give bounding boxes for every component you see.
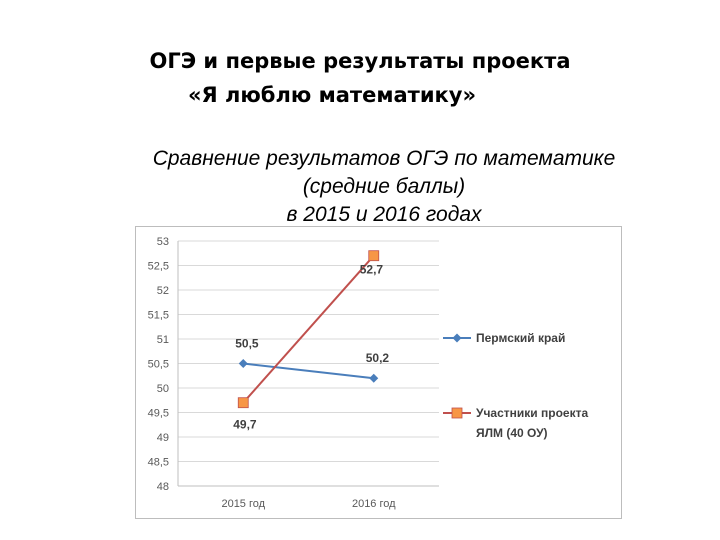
y-tick-label: 48,5 [148,457,169,469]
series-point-marker [369,373,379,383]
legend-marker [451,407,463,419]
y-tick-label: 50,5 [148,359,169,371]
slide-title-line-1: ОГЭ и первые результаты проекта [149,49,571,73]
line-chart: 53 52,5 52 51,5 51 50,5 50 49,5 49 48,5 48 2015 год… [148,236,589,510]
x-tick-label: 2015 год [221,498,265,510]
series-point-marker [238,359,248,368]
x-tick-label: 2016 год [352,498,396,510]
y-tick-label: 49 [157,432,169,444]
data-label: 50,5 [235,337,259,351]
chart-subtitle-line-3: в 2015 и 2016 годах [286,203,482,226]
chart-subtitle-line-2: (средние баллы) [302,175,466,198]
series-line [242,255,375,404]
series-point-marker [237,397,249,409]
legend-label: Пермский край [476,331,565,345]
y-tick-label: 49,5 [148,408,169,420]
legend-label: ЯЛМ (40 ОУ) [476,426,548,440]
data-label: 52,7 [360,263,384,277]
legend-marker [452,333,462,343]
legend-label: Участники проекта [476,406,588,420]
y-tick-label: 52 [157,285,169,297]
series-line [243,362,374,380]
slide-title-line-2: «Я люблю математику» [187,83,477,107]
y-tick-label: 53 [157,236,169,248]
chart-frame: 53 52,5 52 51,5 51 50,5 50 49,5 49 48,5 48 2015 год… [135,226,622,519]
series-point-marker [368,250,380,262]
data-label: 50,2 [366,351,390,365]
y-tick-label: 48 [157,481,169,493]
chart-subtitle-line-1: Сравнение результатов ОГЭ по математике [152,147,616,170]
data-label: 49,7 [233,418,257,432]
y-tick-label: 50 [157,383,169,395]
y-tick-label: 52,5 [148,261,169,273]
y-tick-label: 51 [157,334,169,346]
y-tick-label: 51,5 [148,310,169,322]
